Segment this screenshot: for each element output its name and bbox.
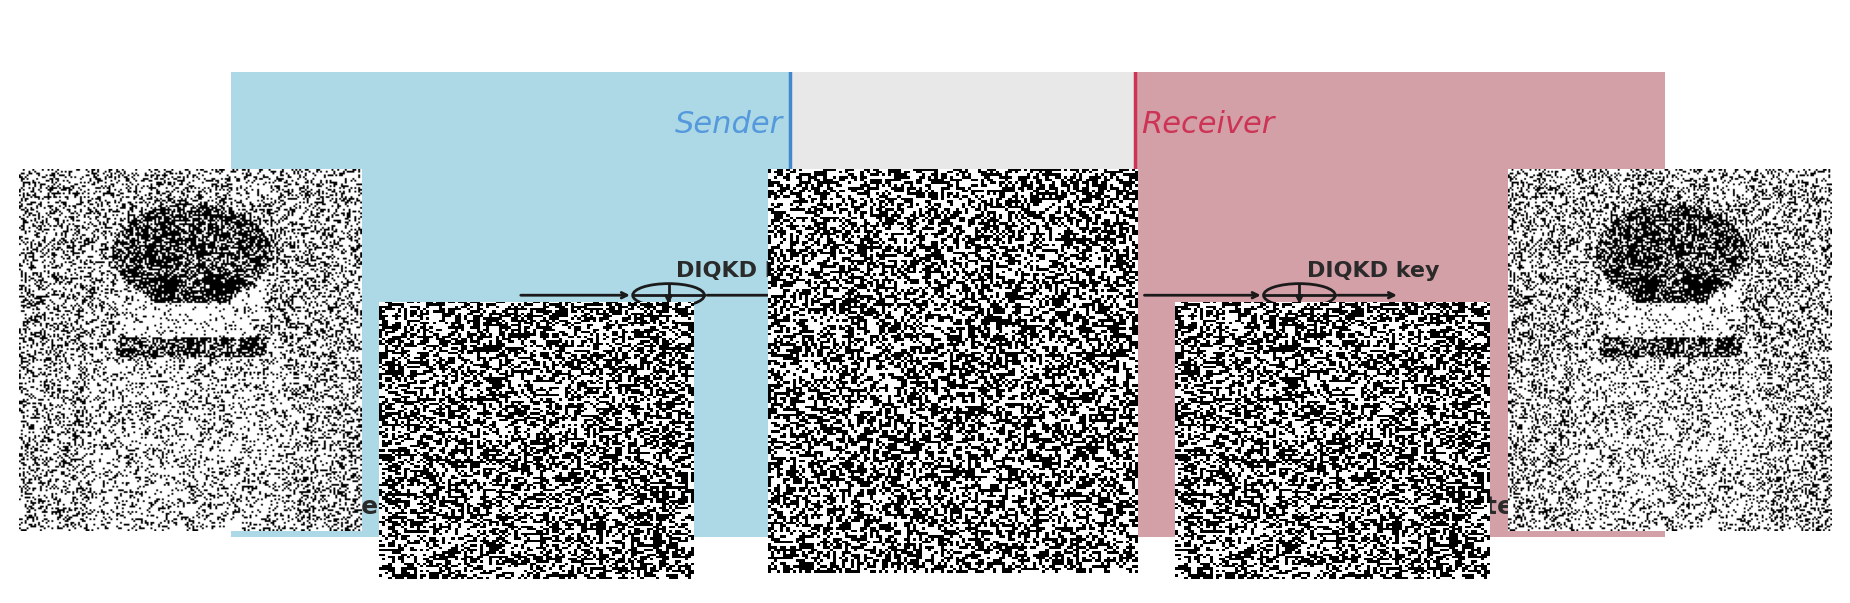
Text: Message to be sent: Message to be sent (255, 495, 531, 519)
Bar (231, 72, 790, 537)
Text: Receiver: Receiver (1141, 110, 1275, 139)
Text: Sender: Sender (675, 110, 783, 139)
Text: Public network: Public network (871, 469, 1054, 493)
Text: Decrypted message: Decrypted message (1386, 495, 1665, 519)
Text: DIQKD key: DIQKD key (1306, 261, 1439, 281)
Bar (1134, 72, 1665, 537)
Text: DIQKD key: DIQKD key (675, 261, 808, 281)
Bar (790, 72, 1134, 537)
Text: Encrypted message: Encrypted message (831, 490, 1108, 514)
